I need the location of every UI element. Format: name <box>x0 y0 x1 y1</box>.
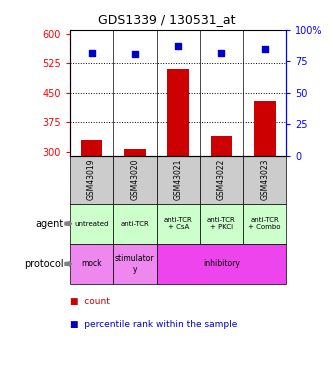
Bar <box>113 204 157 244</box>
Text: anti-TCR
+ PKCi: anti-TCR + PKCi <box>207 217 236 230</box>
Text: anti-TCR
+ CsA: anti-TCR + CsA <box>164 217 192 230</box>
Bar <box>243 156 286 204</box>
Text: anti-TCR
+ Combo: anti-TCR + Combo <box>248 217 281 230</box>
Text: agent: agent <box>35 219 63 229</box>
Text: GSM43019: GSM43019 <box>87 159 96 200</box>
Bar <box>167 69 189 156</box>
Bar <box>113 244 157 284</box>
Text: protocol: protocol <box>24 259 63 269</box>
Bar <box>210 136 232 156</box>
Bar <box>200 156 243 204</box>
Bar <box>157 244 286 284</box>
Text: untreated: untreated <box>74 220 109 226</box>
Point <box>132 51 138 57</box>
Point <box>262 46 267 52</box>
Bar <box>243 204 286 244</box>
Text: GDS1339 / 130531_at: GDS1339 / 130531_at <box>98 13 235 26</box>
Bar <box>113 156 157 204</box>
Bar <box>254 101 276 156</box>
Bar <box>157 156 200 204</box>
Text: GSM43022: GSM43022 <box>217 159 226 200</box>
Text: ■  count: ■ count <box>70 297 110 306</box>
Text: GSM43020: GSM43020 <box>130 159 140 200</box>
Point <box>219 50 224 55</box>
Text: ■  percentile rank within the sample: ■ percentile rank within the sample <box>70 320 237 329</box>
Bar <box>200 204 243 244</box>
Bar <box>124 148 146 156</box>
Point <box>89 50 94 55</box>
Bar <box>157 204 200 244</box>
Text: mock: mock <box>81 260 102 268</box>
Bar <box>70 204 113 244</box>
Text: inhibitory: inhibitory <box>203 260 240 268</box>
Bar <box>70 156 113 204</box>
Text: stimulator
y: stimulator y <box>115 254 155 274</box>
Text: GSM43023: GSM43023 <box>260 159 269 200</box>
Text: GSM43021: GSM43021 <box>173 159 183 200</box>
Text: anti-TCR: anti-TCR <box>121 220 149 226</box>
Point <box>175 44 181 50</box>
Bar <box>81 140 102 156</box>
Bar <box>70 244 113 284</box>
